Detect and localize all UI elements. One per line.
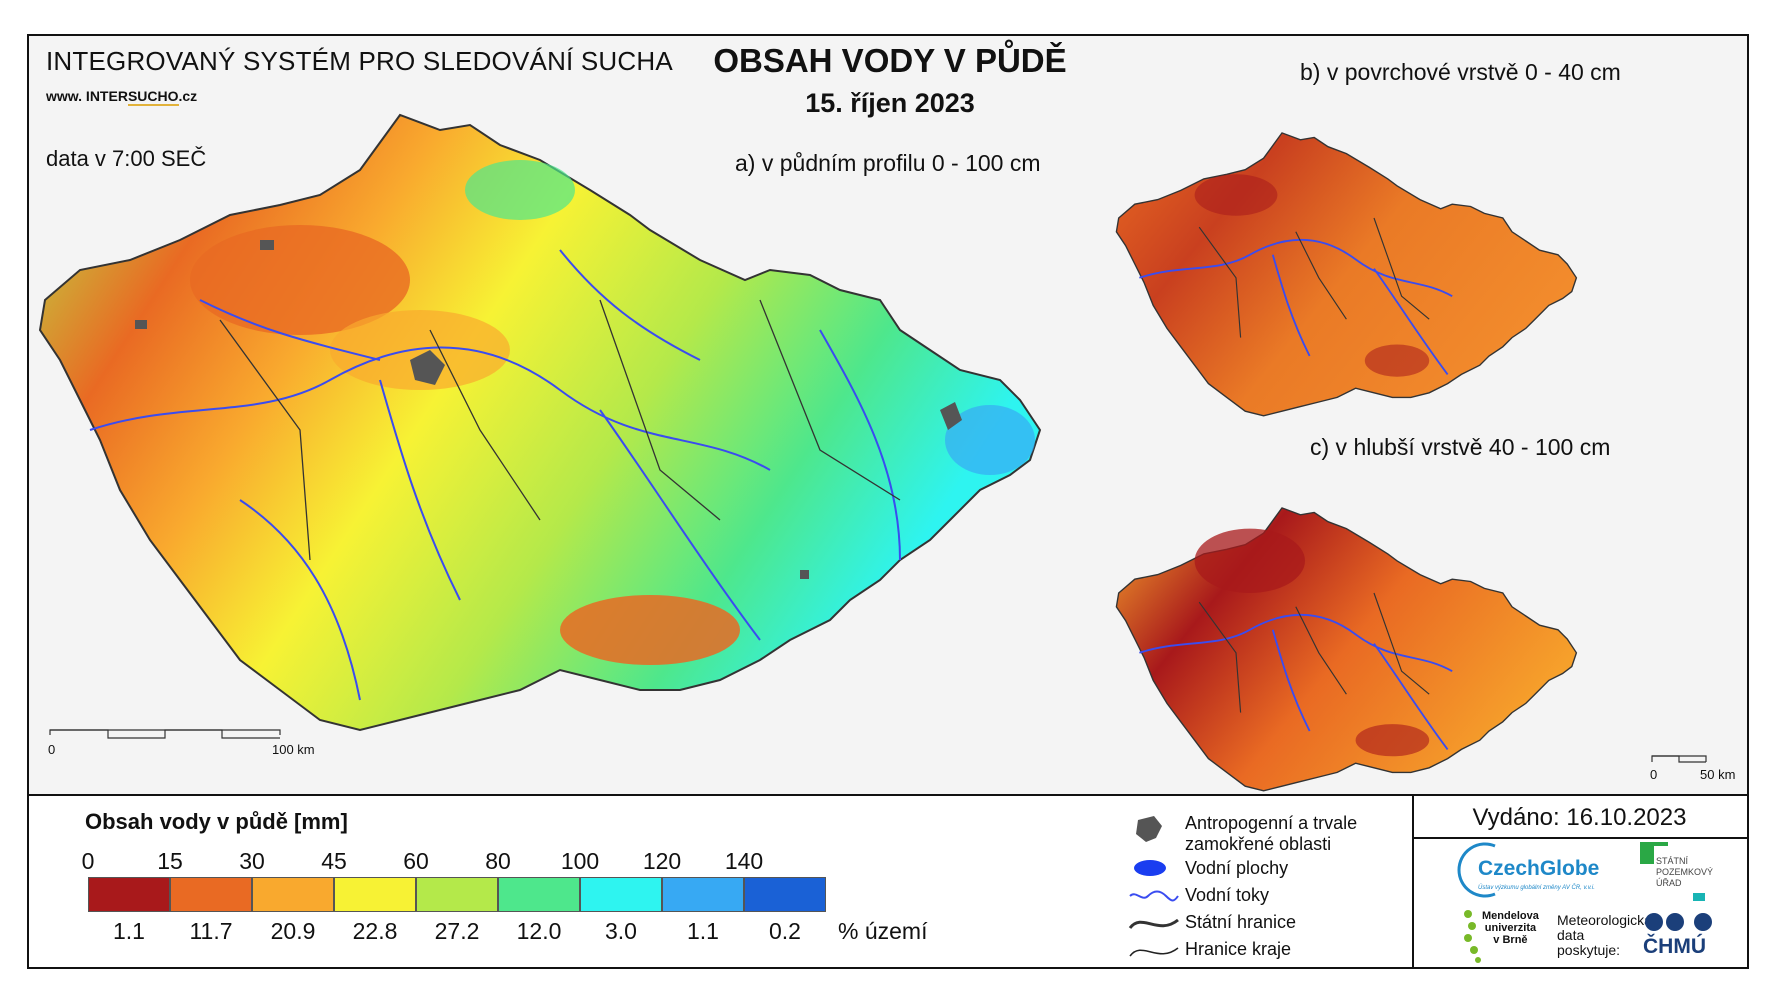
spu-line2: POZEMKOVÝ bbox=[1656, 867, 1714, 877]
state-border-label: Státní hranice bbox=[1185, 912, 1297, 932]
meteo-data-text: Meteorologická data poskytuje: bbox=[1557, 913, 1652, 958]
website-link[interactable]: www. INTERSUCHO.cz bbox=[46, 88, 198, 106]
chmu-logo[interactable]: ČHMÚ bbox=[1643, 935, 1706, 958]
issued-date: Vydáno: 16.10.2023 bbox=[1472, 804, 1687, 831]
chmu-logo-icon bbox=[1645, 913, 1712, 931]
legend-swatch bbox=[416, 877, 498, 912]
spu-logo[interactable]: STÁTNÍ POZEMKOVÝ ÚŘAD bbox=[1656, 856, 1713, 889]
percent-unit: % území bbox=[838, 918, 928, 944]
symbol-icons bbox=[1128, 816, 1179, 957]
mendelu-logo-icon bbox=[1464, 910, 1481, 963]
legend-percent: 1.1 bbox=[687, 918, 719, 944]
legend-break-label: 45 bbox=[321, 848, 347, 874]
legend-break-label: 0 bbox=[81, 848, 95, 874]
legend-percent: 1.1 bbox=[113, 918, 145, 944]
legend-percent: 11.7 bbox=[189, 918, 233, 944]
page-title: OBSAH VODY V PŮDĚ bbox=[713, 42, 1067, 79]
meteo-line3: poskytuje: bbox=[1557, 942, 1621, 958]
czechglobe-subtitle: Ústav výzkumu globální změny AV ČR, v.v.… bbox=[1478, 885, 1595, 891]
legend-title: Obsah vody v půdě [mm] bbox=[85, 809, 348, 834]
anthropogenic-icon bbox=[1136, 816, 1162, 842]
website-suffix: .cz bbox=[178, 88, 198, 104]
region-border-label: Hranice kraje bbox=[1185, 939, 1292, 959]
spu-logo-icon bbox=[1640, 842, 1654, 864]
map-a bbox=[39, 114, 1041, 731]
scale-small-start: 0 bbox=[1650, 767, 1658, 782]
legend-swatch bbox=[88, 877, 170, 912]
map-c bbox=[1115, 507, 1578, 792]
legend-swatch bbox=[580, 877, 662, 912]
legend-break-label: 140 bbox=[724, 848, 764, 874]
map-b-label: b) v povrchové vrstvě 0 - 40 cm bbox=[1300, 59, 1621, 85]
scale-main-start: 0 bbox=[48, 742, 56, 757]
scale-bar-small bbox=[1651, 755, 1707, 763]
map-b bbox=[1115, 132, 1578, 417]
meteo-line1: Meteorologická bbox=[1557, 912, 1652, 928]
scale-small-end: 50 km bbox=[1700, 767, 1736, 782]
website-prefix: www. INTER bbox=[46, 88, 128, 104]
legend-percent: 27.2 bbox=[434, 918, 480, 944]
water-areas-label: Vodní plochy bbox=[1185, 858, 1289, 878]
legend-swatch bbox=[170, 877, 252, 912]
anthropogenic-label: Antropogenní a trvale zamokřené oblasti bbox=[1185, 813, 1358, 854]
legend-swatch bbox=[334, 877, 416, 912]
legend-percent: 20.9 bbox=[270, 918, 316, 944]
water-area-icon bbox=[1134, 860, 1166, 876]
region-border-icon bbox=[1129, 947, 1179, 957]
map-a-label: a) v půdním profilu 0 - 100 cm bbox=[735, 150, 1041, 176]
legend-break-label: 100 bbox=[560, 848, 600, 874]
legend-percent: 22.8 bbox=[352, 918, 398, 944]
legend-swatch bbox=[662, 877, 744, 912]
czechglobe-logo-icon bbox=[1457, 842, 1496, 898]
scale-bar-main bbox=[49, 729, 281, 739]
divider-horizontal bbox=[1412, 837, 1749, 839]
map-date: 15. říjen 2023 bbox=[805, 88, 975, 118]
map-c-label: c) v hlubší vrstvě 40 - 100 cm bbox=[1310, 434, 1611, 460]
scale-main-end: 100 km bbox=[272, 742, 315, 757]
spu-logo-bar bbox=[1654, 842, 1668, 846]
mendelu-logo[interactable]: Mendelova univerzita v Brně bbox=[1482, 910, 1539, 946]
legend-swatch bbox=[744, 877, 826, 912]
water-streams-label: Vodní toky bbox=[1185, 885, 1270, 905]
spu-line3: ÚŘAD bbox=[1656, 878, 1682, 888]
mendel-line2: univerzita bbox=[1484, 922, 1537, 934]
mendel-line1: Mendelova bbox=[1482, 910, 1539, 922]
water-stream-icon bbox=[1129, 890, 1179, 902]
state-border-icon bbox=[1128, 918, 1179, 930]
meteo-line2: data bbox=[1557, 927, 1585, 943]
data-time: data v 7:00 SEČ bbox=[46, 146, 207, 171]
legend-break-label: 60 bbox=[403, 848, 429, 874]
spu-line1: STÁTNÍ bbox=[1656, 856, 1689, 866]
legend-break-label: 120 bbox=[642, 848, 682, 874]
mendel-line3: v Brně bbox=[1493, 934, 1528, 946]
legend-percent: 3.0 bbox=[605, 918, 637, 944]
legend-swatch bbox=[498, 877, 580, 912]
website-highlight: SUCHO bbox=[127, 88, 179, 106]
system-title: INTEGROVANÝ SYSTÉM PRO SLEDOVÁNÍ SUCHA bbox=[46, 46, 673, 76]
legend-percent: 12.0 bbox=[516, 918, 562, 944]
spu-teal-mark bbox=[1693, 893, 1705, 901]
divider-vertical bbox=[1412, 794, 1414, 969]
legend-swatch bbox=[252, 877, 334, 912]
legend-break-label: 30 bbox=[239, 848, 265, 874]
legend-break-label: 15 bbox=[157, 848, 183, 874]
legend-break-label: 80 bbox=[485, 848, 511, 874]
czechglobe-logo[interactable]: CzechGlobe bbox=[1478, 857, 1600, 880]
legend-percent: 0.2 bbox=[769, 918, 801, 944]
